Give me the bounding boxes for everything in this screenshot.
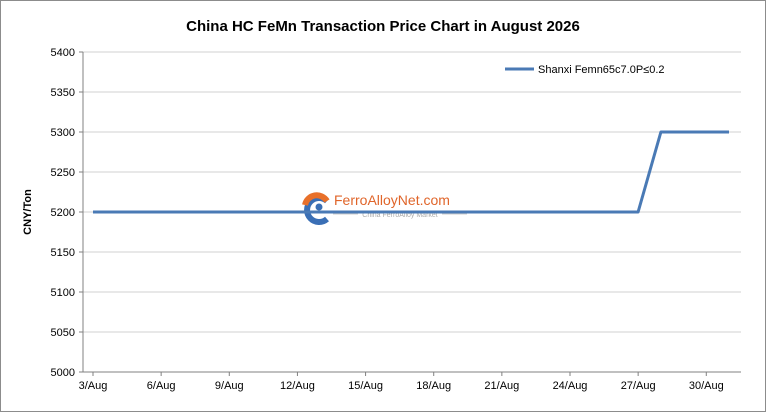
y-tick-label: 5250 — [51, 167, 75, 179]
watermark: FerroAlloyNet.com China FerroAlloy Marke… — [302, 192, 467, 225]
y-tick-label: 5050 — [51, 327, 75, 339]
x-tick-label: 6/Aug — [147, 380, 176, 392]
y-tick-label: 5200 — [51, 207, 75, 219]
series-layer — [93, 130, 729, 214]
watermark-brand: FerroAlloyNet.com — [334, 192, 450, 208]
x-tick-label: 18/Aug — [416, 380, 451, 392]
watermark-logo-icon — [302, 192, 330, 225]
x-tick-labels: 3/Aug 6/Aug 9/Aug 12/Aug 15/Aug 18/Aug 21/Aug 2… — [79, 380, 724, 392]
x-tick-label: 21/Aug — [484, 380, 519, 392]
y-tick-labels: 5000 5050 5100 5150 5200 5250 5300 5350 5400 — [51, 47, 75, 379]
y-tick-label: 5300 — [51, 127, 75, 139]
x-tick-label: 30/Aug — [689, 380, 724, 392]
chart-title: China HC FeMn Transaction Price Chart in… — [186, 18, 580, 35]
series-line — [93, 130, 729, 214]
y-tick-label: 5350 — [51, 87, 75, 99]
y-tick-label: 5400 — [51, 47, 75, 59]
axes — [79, 51, 741, 376]
legend-label: Shanxi Femn65c7.0P≤0.2 — [538, 64, 665, 76]
watermark-tagline: China FerroAlloy Market — [362, 212, 438, 219]
x-tick-label: 27/Aug — [621, 380, 656, 392]
x-tick-label: 9/Aug — [215, 380, 244, 392]
legend: Shanxi Femn65c7.0P≤0.2 — [505, 64, 665, 76]
y-tick-label: 5100 — [51, 287, 75, 299]
x-tick-label: 12/Aug — [280, 380, 315, 392]
x-tick-label: 3/Aug — [79, 380, 108, 392]
y-tick-label: 5000 — [51, 367, 75, 379]
x-tick-label: 15/Aug — [348, 380, 383, 392]
y-tick-label: 5150 — [51, 247, 75, 259]
x-tick-label: 24/Aug — [553, 380, 588, 392]
